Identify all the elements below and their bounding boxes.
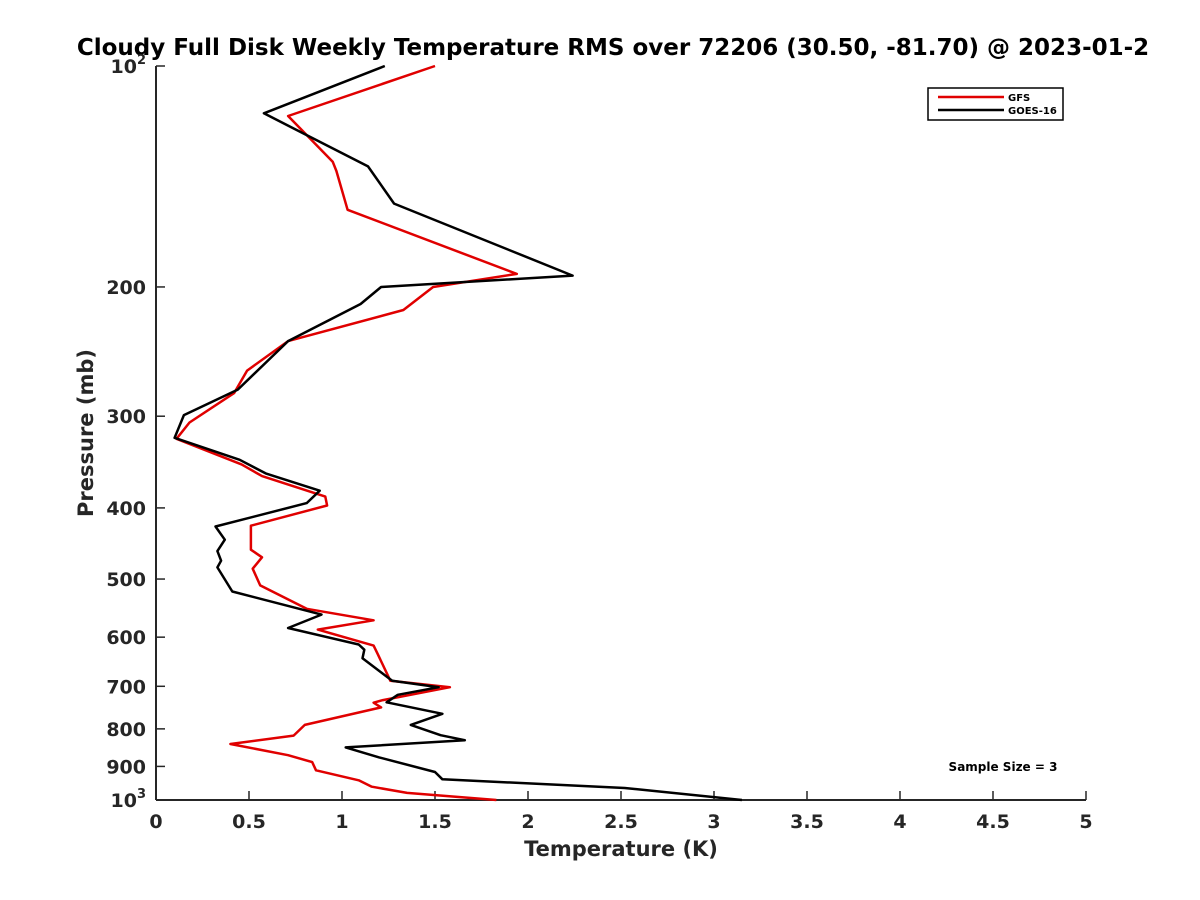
x-tick-label: 2.5 [604,811,638,833]
x-tick-label: 1 [335,811,348,833]
y-tick-label: 400 [106,498,146,520]
x-tick-label: 3 [707,811,720,833]
chart-title: Cloudy Full Disk Weekly Temperature RMS … [77,35,1149,61]
y-tick-label: 200 [106,277,146,299]
legend-box [927,87,1064,121]
sample-size-annotation: Sample Size = 3 [949,760,1058,774]
y-tick-label: 102 [111,53,147,78]
x-tick-label: 2 [521,811,534,833]
y-tick-label: 500 [106,569,146,591]
series-lines [173,64,743,802]
x-tick-label: 5 [1079,811,1092,833]
y-tick-label: 600 [106,627,146,649]
plot-axes [155,66,1086,801]
legend-label-gfs: GFS [1008,93,1030,104]
y-tick-label: 700 [106,676,146,698]
series-line-goes16 [173,64,743,802]
y-axis-label: Pressure (mb) [74,349,98,517]
y-tick-label: 103 [111,787,147,812]
x-tick-label: 1.5 [418,811,452,833]
x-tick-label: 0.5 [232,811,266,833]
legend: GFS GOES-16 [927,87,1064,121]
y-tick-label: 900 [106,756,146,778]
y-tick-label: 800 [106,719,146,741]
x-tick-label: 4 [893,811,906,833]
x-axis-label: Temperature (K) [524,837,718,861]
y-tick-label: 300 [106,406,146,428]
x-tick-label: 0 [149,811,162,833]
x-tick-label: 4.5 [976,811,1010,833]
x-tick-label: 3.5 [790,811,824,833]
legend-label-goes16: GOES-16 [1008,106,1057,117]
x-ticks: 0 0.5 1 1.5 2 2.5 3 3.5 4 4.5 5 [149,791,1093,833]
series-line-gfs [175,64,519,802]
y-ticks: 102 200 300 400 500 600 700 800 900 103 [106,53,165,812]
